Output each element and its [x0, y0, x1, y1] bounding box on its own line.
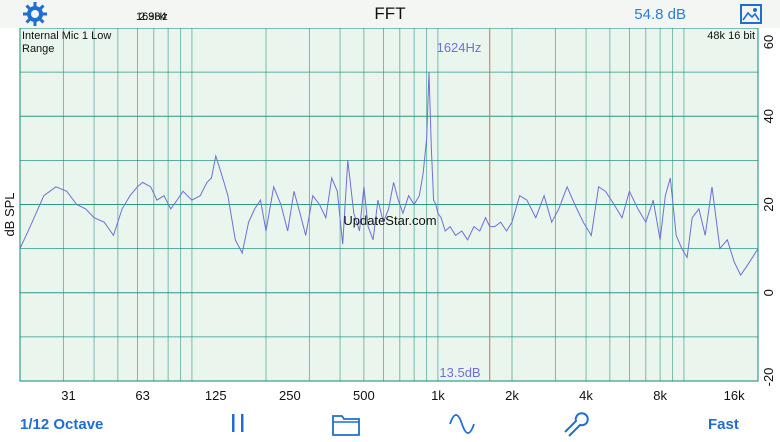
- octave-button[interactable]: 1/12 Octave: [20, 416, 104, 433]
- x-tick-label: 125: [205, 388, 227, 403]
- gear-icon[interactable]: [22, 1, 48, 27]
- pause-icon[interactable]: [229, 411, 247, 440]
- mode-label: Range: [22, 43, 54, 55]
- x-tick-label: 1k: [431, 388, 445, 403]
- input-label: Internal Mic 1 Low: [22, 30, 111, 42]
- spectrum-plot[interactable]: 31 63 125 250 500 1k 2k 4k 8k 16k 60 40 20 0 -20 dB SPL…: [0, 27, 780, 408]
- plot-border: [19, 27, 759, 382]
- top-bar: 16384 2.9Hz FFT 54.8 dB: [0, 0, 780, 28]
- y-tick-label: 20: [761, 197, 776, 211]
- fft-size-readout: 16384 2.9Hz: [136, 11, 168, 23]
- page-title: FFT: [374, 4, 406, 23]
- wrench-icon[interactable]: [561, 411, 589, 442]
- format-label: 48k 16 bit: [707, 30, 755, 42]
- level-readout: 54.8 dB: [634, 6, 686, 23]
- x-tick-label: 500: [353, 388, 375, 403]
- speed-button[interactable]: Fast: [708, 416, 739, 433]
- y-tick-label: 0: [761, 289, 776, 296]
- x-tick-label: 16k: [724, 388, 745, 403]
- peak-frequency-label: 1624Hz: [437, 40, 482, 55]
- spectrum-chart[interactable]: 31 63 125 250 500 1k 2k 4k 8k 16k 60 40 20 0 -20 dB SPL…: [0, 27, 780, 408]
- folder-icon[interactable]: [331, 411, 361, 442]
- fft-size-value: 16384: [136, 11, 167, 23]
- sine-wave-icon[interactable]: [448, 411, 476, 442]
- bottom-toolbar: 1/12 Octave Fast: [0, 408, 780, 439]
- y-tick-label: 40: [761, 109, 776, 123]
- y-axis-label: dB SPL: [2, 192, 17, 236]
- spectrum-trace: [19, 72, 759, 277]
- x-tick-label: 250: [279, 388, 301, 403]
- image-icon[interactable]: [740, 4, 762, 24]
- x-tick-label: 31: [61, 388, 75, 403]
- x-tick-label: 63: [135, 388, 149, 403]
- resolution-value: 2.9Hz: [139, 11, 168, 23]
- x-tick-label: 8k: [653, 388, 667, 403]
- y-tick-label: 60: [761, 35, 776, 49]
- y-tick-label: -20: [761, 368, 776, 387]
- noise-level-label: 13.5dB: [439, 365, 480, 380]
- x-tick-label: 2k: [505, 388, 519, 403]
- x-tick-label: 4k: [579, 388, 593, 403]
- watermark-text: UpdateStar.com: [343, 213, 436, 228]
